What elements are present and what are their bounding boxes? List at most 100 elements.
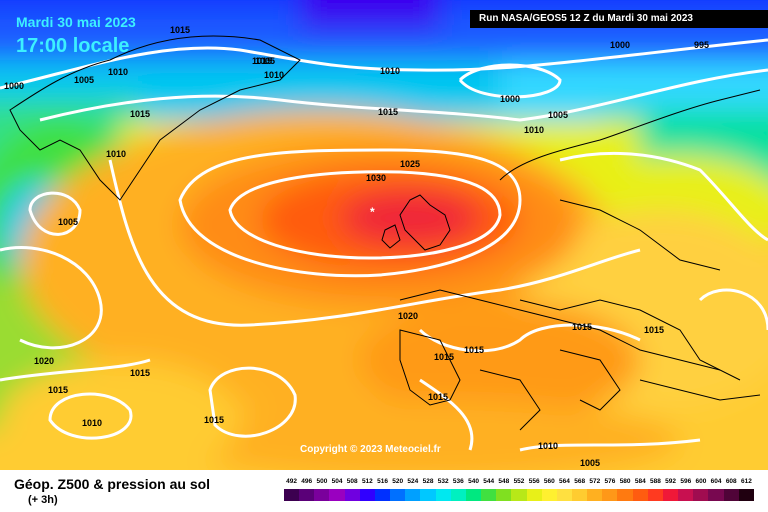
- scale-value-label: 548: [498, 478, 510, 485]
- coastlines: [9, 35, 761, 431]
- isobar-label: 1015: [204, 415, 224, 425]
- scale-swatch: [435, 489, 451, 501]
- scale-value-label: 604: [710, 478, 722, 485]
- scale-value-label: 540: [468, 478, 479, 485]
- scale-value-label: 572: [589, 478, 601, 485]
- scale-swatch: [738, 489, 754, 501]
- scale-swatch: [647, 489, 663, 501]
- scale-value-label: 496: [301, 478, 313, 485]
- scale-value-label: 524: [407, 478, 419, 485]
- isobar-label: 1020: [34, 356, 54, 366]
- scale-swatch: [359, 489, 375, 501]
- scale-swatch: [511, 489, 527, 501]
- scale-swatch: [344, 489, 360, 501]
- isobars: [0, 38, 768, 452]
- isobar-label: 1030: [366, 173, 386, 183]
- scale-value-label: 528: [422, 478, 434, 485]
- scale-swatch: [571, 489, 588, 501]
- scale-value-label: 500: [316, 478, 328, 485]
- model-run-label: Run NASA/GEOS5 12 Z du Mardi 30 mai 2023: [470, 10, 768, 28]
- scale-swatch: [632, 489, 648, 501]
- scale-value-label: 532: [437, 478, 449, 485]
- scale-value-label: 508: [346, 478, 358, 485]
- scale-swatch: [587, 489, 603, 501]
- scale-swatch: [708, 489, 724, 501]
- isobar-label: 1015: [252, 56, 272, 66]
- scale-swatch: [496, 489, 512, 501]
- scale-value-label: 492: [286, 478, 298, 485]
- isobar-label: 1010: [108, 67, 128, 77]
- scale-value-label: 512: [361, 478, 373, 485]
- isobar-label: 1010: [82, 418, 102, 428]
- scale-swatch: [299, 489, 315, 501]
- scale-value-label: 592: [665, 478, 677, 485]
- scale-swatch: [314, 489, 330, 501]
- scale-value-label: 580: [619, 478, 631, 485]
- isobar-label: 995: [694, 40, 709, 50]
- isobar-label: 1010: [538, 441, 558, 451]
- isobar-label: 1020: [398, 311, 418, 321]
- scale-value-label: 504: [331, 478, 343, 485]
- legend-title: Géop. Z500 & pression au sol: [14, 476, 211, 492]
- scale-value-label: 552: [513, 478, 525, 485]
- scale-swatch: [541, 489, 557, 501]
- scale-value-label: 600: [695, 478, 707, 485]
- scale-value-label: 556: [528, 478, 540, 485]
- isobar-label: 1015: [48, 385, 68, 395]
- isobar-label: 1015: [644, 325, 664, 335]
- scale-swatch: [678, 489, 694, 501]
- isobar-label: 1005: [58, 217, 78, 227]
- isobar-label: 1015: [428, 392, 448, 402]
- legend-subtitle: (+ 3h): [28, 494, 58, 506]
- isobar-label: 1005: [548, 110, 568, 120]
- scale-swatch: [556, 489, 572, 501]
- isobar-label: 1010: [264, 70, 284, 80]
- isobar-label: 1025: [400, 159, 420, 169]
- scale-value-label: 544: [483, 478, 495, 485]
- scale-value-label: 516: [377, 478, 388, 485]
- scale-swatch: [526, 489, 542, 501]
- scale-value-label: 536: [452, 478, 464, 485]
- scale-value-label: 588: [650, 478, 661, 485]
- high-pressure-marker: *: [370, 205, 375, 219]
- forecast-date: Mardi 30 mai 2023: [16, 14, 136, 30]
- scale-value-label: 608: [725, 478, 737, 485]
- scale-swatch: [329, 489, 345, 501]
- scale-swatch: [602, 489, 618, 501]
- scale-swatch: [617, 489, 633, 501]
- isobar-label: 1015: [130, 368, 150, 378]
- scale-value-label: 576: [604, 478, 616, 485]
- isobar-label: 1015: [572, 322, 592, 332]
- isobar-label: 1010: [106, 149, 126, 159]
- isobar-label: 1010: [524, 125, 544, 135]
- isobar-label: 1015: [170, 25, 190, 35]
- isobar-label: 1000: [610, 40, 630, 50]
- map-canvas: 1015 1005 1010 1000 1005 1015 1010 1010 …: [0, 0, 768, 470]
- isobar-label: 1005: [255, 56, 275, 66]
- scale-swatch: [662, 489, 679, 501]
- isobar-label: 1005: [580, 458, 600, 468]
- isobar-label: 1000: [500, 94, 520, 104]
- forecast-time: 17:00 locale: [16, 35, 130, 57]
- scale-swatch: [390, 489, 406, 501]
- scale-value-label: 564: [559, 478, 570, 485]
- isobar-label: 1000: [4, 81, 24, 91]
- scale-swatch: [481, 489, 497, 501]
- scale-swatch: [693, 489, 709, 501]
- scale-value-label: 568: [574, 478, 586, 485]
- isobar-label: 1005: [74, 75, 94, 85]
- scale-swatch: [374, 489, 391, 501]
- isobar-label: 1015: [378, 107, 398, 117]
- scale-value-label: 520: [392, 478, 404, 485]
- scale-value-label: 612: [740, 478, 752, 485]
- isobar-labels: 1015 1005 1010 1000 1005 1015 1010 1010 …: [4, 25, 709, 468]
- scale-swatch: [405, 489, 421, 501]
- forecast-map: 1015 1005 1010 1000 1005 1015 1010 1010 …: [0, 0, 768, 470]
- copyright-notice: Copyright © 2023 Meteociel.fr: [300, 444, 441, 455]
- scale-swatch: [723, 489, 739, 501]
- isobar-label: 1015: [464, 345, 484, 355]
- scale-value-label: 560: [543, 478, 555, 485]
- scale-swatch: [465, 489, 482, 501]
- scale-value-label: 584: [634, 478, 646, 485]
